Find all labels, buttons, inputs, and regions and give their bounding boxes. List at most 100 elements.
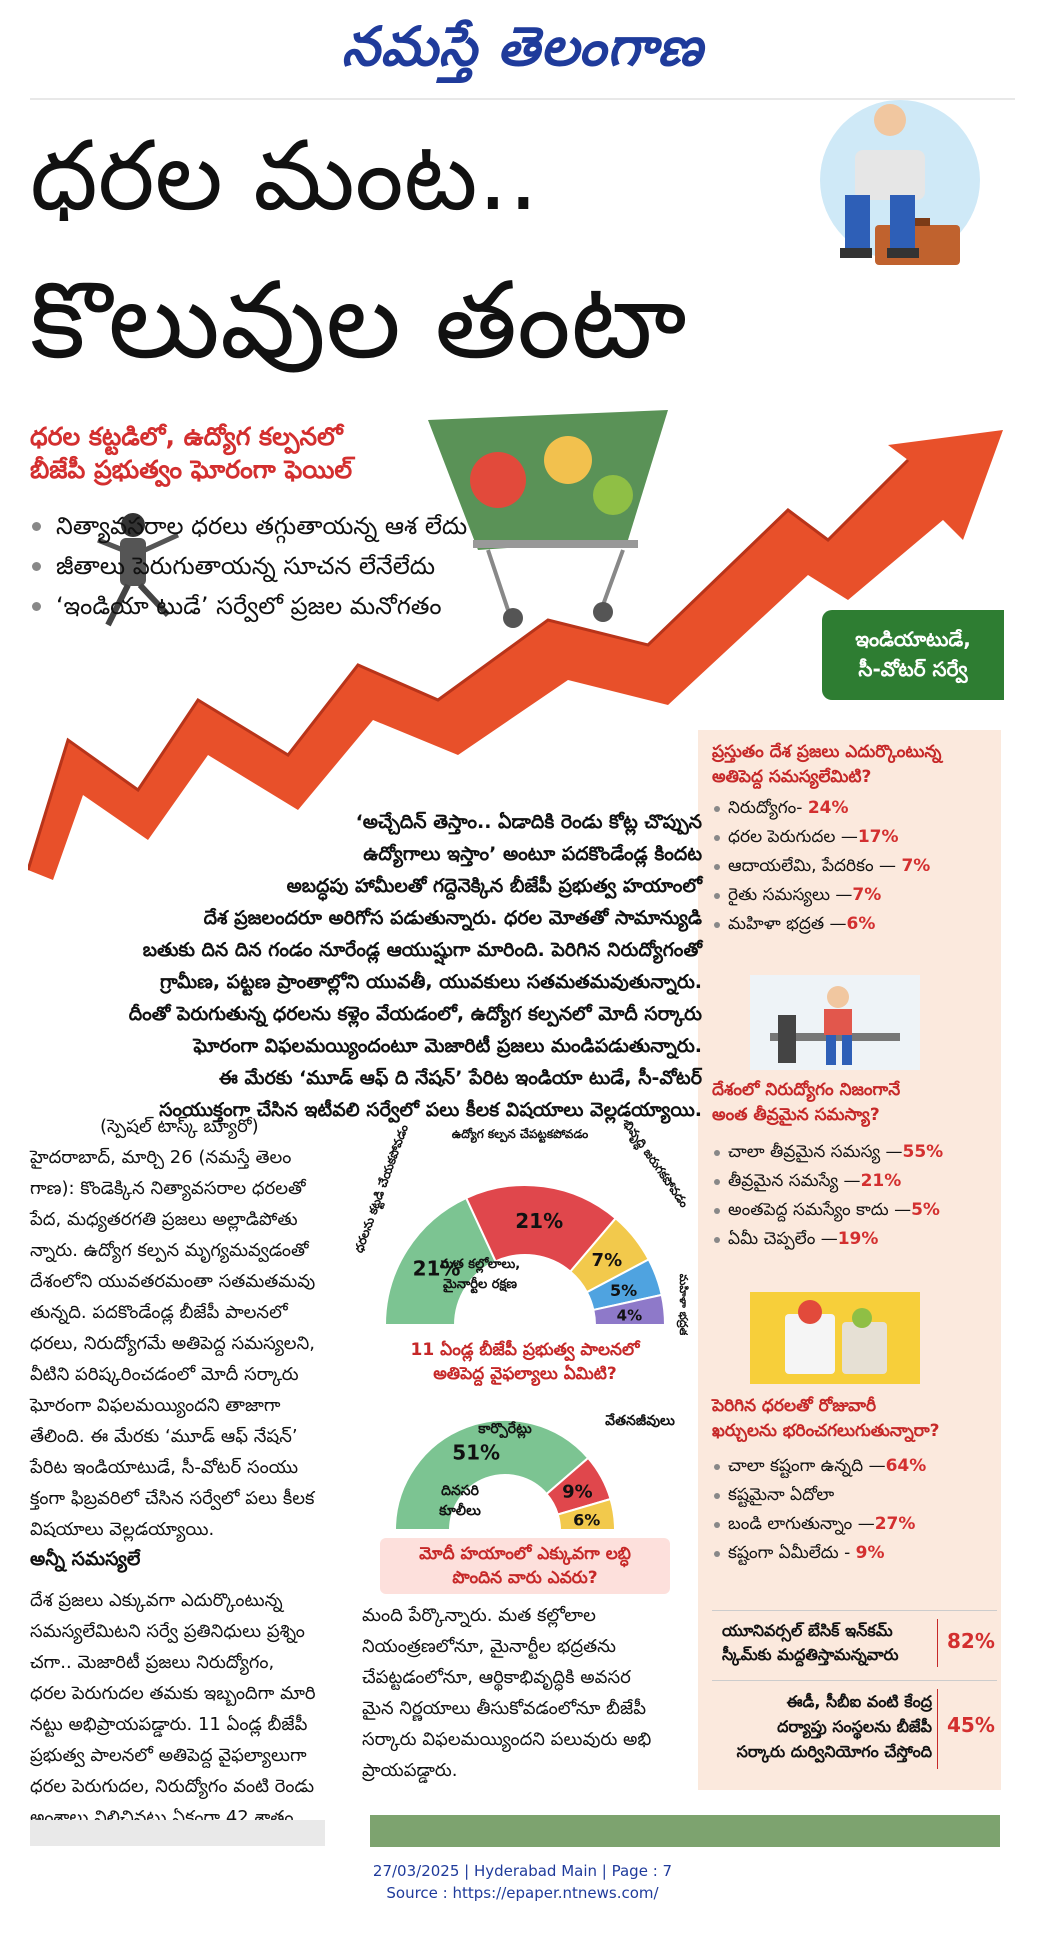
answer-label: కష్టమైనా ఏదోలా bbox=[728, 1485, 835, 1505]
answer-item-continued: బండి లాగుతున్నాం —27% bbox=[712, 1510, 997, 1539]
lead-line: సంయుక్తంగా చేసిన ఇటీవలి సర్వేలో పలు కీలక… bbox=[159, 1099, 702, 1121]
caption-line: మోదీ హయాంలో ఎక్కువగా లబ్ధి bbox=[419, 1544, 631, 1564]
body-line: ఘోరంగా విఫలమయ్యిందని తాజాగా bbox=[30, 1395, 281, 1416]
page-footer: 27/03/2025 | Hyderabad Main | Page : 7 S… bbox=[0, 1860, 1045, 1904]
chart-value-label: 4% bbox=[617, 1307, 642, 1325]
chart-category-label: ఉద్యోగ కల్పన చేపట్టకపోవడం bbox=[452, 1127, 589, 1143]
key-point: జీతాలు పెరుగుతాయన్న సూచన లేనేలేదు bbox=[30, 546, 467, 586]
headline-line1: ధరల మంట.. bbox=[30, 120, 539, 232]
lead-line: దీంతో పెరుగుతున్న ధరలను కళ్లెం వేయడంలో, … bbox=[128, 1003, 702, 1025]
article-body-col1: హైదరాబాద్, మార్చి 26 (నమస్తే తెలం గాణ): … bbox=[30, 1142, 345, 1545]
body-line: తున్నది. పదకొండేండ్ల బీజేపీ పాలనలో bbox=[30, 1302, 288, 1323]
answer-pct: 7% bbox=[901, 856, 931, 876]
chart-value-label: 6% bbox=[573, 1510, 600, 1529]
answer-label: మహిళా భద్రత — bbox=[728, 914, 847, 934]
stat-pct: 45% bbox=[947, 1713, 995, 1737]
question-heading: పెరిగిన ధరలతో రోజువారీ ఖర్చులను భరించగలు… bbox=[712, 1394, 997, 1444]
answer-list: చాలా కష్టంగా ఉన్నది —64% కష్టమైనా ఏదోలా … bbox=[712, 1452, 997, 1568]
lead-line: అబద్ధపు హామీలతో గద్దెనెక్కిన బీజేపీ ప్రభ… bbox=[286, 875, 702, 897]
headline-line2: కొలువుల తంటా bbox=[30, 259, 687, 382]
answer-label: నిరుద్యోగం- bbox=[728, 798, 803, 818]
body-line: హైదరాబాద్, మార్చి 26 (నమస్తే తెలం bbox=[30, 1147, 292, 1168]
lead-line: ఉద్యోగాలు ఇస్తాం’ అంటూ పదకొండేండ్ల కిందట bbox=[363, 843, 702, 865]
section-heading: అన్నీ సమస్యలే bbox=[30, 1548, 141, 1570]
chart-category-label: మైనార్టీల రక్షణ bbox=[443, 1276, 517, 1294]
badge-line2: సీ-వోటర్ సర్వే bbox=[858, 657, 968, 681]
answer-item: అంతపెద్ద సమస్యేం కాదు —5% bbox=[712, 1196, 997, 1225]
key-point: నిత్యావసరాల ధరలు తగ్గుతాయన్న ఆశ లేదు bbox=[30, 506, 467, 546]
answer-label: చాలా కష్టంగా ఉన్నది — bbox=[728, 1456, 886, 1476]
body-line: సర్కారు విఫలమయ్యిందని పలువురు అభి bbox=[362, 1729, 652, 1750]
chart-value-label: 21% bbox=[413, 1256, 461, 1280]
shopping-cart-icon bbox=[428, 410, 668, 628]
grocery-bags-illustration bbox=[750, 1292, 920, 1384]
stat-text: యూనివర్సల్ బేసిక్ ఇన్‌కమ్ స్కీమ్‌కు మద్ద… bbox=[722, 1619, 932, 1667]
masthead-divider bbox=[30, 98, 1015, 100]
answer-label: తీవ్రమైన సమస్యే — bbox=[728, 1171, 861, 1191]
body-line: నియంత్రణలోనూ, మైనార్టీల భద్రతను bbox=[362, 1636, 616, 1657]
newspaper-logo: నమస్తే తెలంగాణ bbox=[341, 14, 704, 78]
lead-paragraph: ‘అచ్చేదిన్ తెస్తాం.. ఏడాదికి రెండు కోట్ల… bbox=[62, 806, 702, 1126]
answer-list: నిరుద్యోగం- 24% ధరల పెరుగుదల —17% ఆదాయలే… bbox=[712, 794, 997, 939]
body-line: సమస్యలేమిటని సర్వే ప్రతినిధులు ప్రశ్నిం bbox=[30, 1621, 305, 1642]
answer-item: ఆదాయలేమి, పేదరికం — 7% bbox=[712, 852, 997, 881]
chart-segment bbox=[393, 1419, 590, 1530]
beneficiaries-semi-donut-chart: 51% 9% 6% కార్పొరేట్లు వేతనజీవులు దినసరి కూలీల… bbox=[393, 1413, 675, 1530]
body-line: ప్రభుత్వ పాలనలో అతిపెద్ద వైఫల్యాలుగా bbox=[30, 1745, 307, 1766]
survey-question-2: దేశంలో నిరుద్యోగం నిజంగానే అంత తీవ్రమైన … bbox=[712, 1078, 997, 1254]
chart-segment bbox=[383, 1196, 497, 1326]
chart-value-label: 51% bbox=[452, 1441, 500, 1465]
worried-man-illustration bbox=[820, 100, 980, 265]
divider bbox=[937, 1689, 938, 1769]
body-line: దేశ ప్రజలు ఎక్కువగా ఎదుర్కొంటున్న bbox=[30, 1590, 283, 1611]
failures-chart-caption: 11 ఏండ్ల బీజేపీ ప్రభుత్వ పాలనలో అతిపెద్ద… bbox=[360, 1338, 690, 1386]
answer-label: ఆదాయలేమి, పేదరికం — bbox=[728, 856, 897, 876]
survey-sidebar bbox=[698, 730, 1001, 1790]
caption-line: 11 ఏండ్ల బీజేపీ ప్రభుత్వ పాలనలో bbox=[410, 1340, 640, 1360]
subheadline: ధరల కట్టడిలో, ఉద్యోగ కల్పనలో బీజేపీ ప్రభ… bbox=[30, 420, 352, 486]
ubi-support-stat: యూనివర్సల్ బేసిక్ ఇన్‌కమ్ స్కీమ్‌కు మద్ద… bbox=[712, 1610, 997, 1672]
stat-line: దర్యాప్తు సంస్థలను బీజేపీ bbox=[777, 1717, 932, 1736]
subheadline-line2: బీజేపీ ప్రభుత్వం ఘోరంగా ఫెయిల్ bbox=[30, 455, 353, 484]
question-line: ఖర్చులను భరించగలుగుతున్నారా? bbox=[712, 1421, 940, 1441]
answer-label: అంతపెద్ద సమస్యేం కాదు — bbox=[728, 1200, 912, 1220]
stat-line: సర్కారు దుర్వినియోగం చేస్తోంది bbox=[736, 1742, 932, 1761]
body-line: మైన నిర్ణయాలు తీసుకోవడంలోనూ బీజేపీ bbox=[362, 1698, 646, 1719]
key-points-list: నిత్యావసరాల ధరలు తగ్గుతాయన్న ఆశ లేదు జీత… bbox=[30, 506, 467, 626]
footer-source-link[interactable]: Source : https://epaper.ntnews.com/ bbox=[386, 1884, 659, 1902]
answer-label: బండి లాగుతున్నాం — bbox=[728, 1514, 875, 1534]
answer-item: ధరల పెరుగుదల —17% bbox=[712, 823, 997, 852]
chart-value-label: 21% bbox=[515, 1209, 563, 1233]
answer-item: ఏమీ చెప్పలేం —19% bbox=[712, 1225, 997, 1254]
answer-item: తీవ్రమైన సమస్యే —21% bbox=[712, 1167, 997, 1196]
unemployed-man-illustration bbox=[750, 975, 920, 1070]
badge-line1: ఇండియాటుడే, bbox=[855, 627, 971, 651]
answer-item: మహిళా భద్రత —6% bbox=[712, 910, 997, 939]
body-line: వీటిని పరిష్కరించడంలో మోదీ సర్కారు bbox=[30, 1364, 299, 1385]
subheadline-line1: ధరల కట్టడిలో, ఉద్యోగ కల్పనలో bbox=[30, 422, 343, 451]
chart-segment bbox=[556, 1497, 617, 1530]
answer-label: ఏమీ చెప్పలేం — bbox=[728, 1229, 838, 1249]
question-line: అతిపెద్ద సమస్యలేమిటి? bbox=[712, 767, 872, 787]
body-line: పేరిట ఇండియాటుడే, సీ-వోటర్ సంయు bbox=[30, 1457, 299, 1478]
chart-segment bbox=[464, 1184, 618, 1274]
answer-pct: 64% bbox=[885, 1456, 927, 1476]
rising-price-arrow-illustration bbox=[28, 410, 1003, 880]
lead-line: ‘అచ్చేదిన్ తెస్తాం.. ఏడాదికి రెండు కోట్ల… bbox=[355, 811, 702, 833]
next-article-photo bbox=[370, 1815, 1000, 1847]
lead-line: ఘోరంగా విఫలమయ్యిందంటూ మెజారిటీ ప్రజలు మం… bbox=[193, 1035, 702, 1057]
body-line: ధరల పెరుగుదల, నిరుద్యోగం వంటి రెండు bbox=[30, 1776, 315, 1797]
body-line: న్నారు. ఉద్యోగ కల్పన మృగ్యమవ్వడంతో bbox=[30, 1240, 309, 1261]
body-line: ధరలు, నిరుద్యోగమే అతిపెద్ద సమస్యలని, bbox=[30, 1333, 315, 1354]
survey-question-3: పెరిగిన ధరలతో రోజువారీ ఖర్చులను భరించగలు… bbox=[712, 1394, 997, 1568]
answer-item: నిరుద్యోగం- 24% bbox=[712, 794, 997, 823]
answer-label: కష్టంగా ఏమీలేదు - bbox=[728, 1543, 851, 1563]
answer-item: రైతు సమస్యలు —7% bbox=[712, 881, 997, 910]
body-line: క్తంగా ఫిబ్రవరిలో చేసిన సర్వేలో పలు కీలక bbox=[30, 1488, 315, 1509]
footer-edition-info: 27/03/2025 | Hyderabad Main | Page : 7 bbox=[372, 1862, 673, 1880]
answer-pct: 9% bbox=[855, 1543, 885, 1563]
chart-value-label: 7% bbox=[592, 1250, 623, 1271]
answer-item: చాలా తీవ్రమైన సమస్య —55% bbox=[712, 1138, 997, 1167]
lead-line: దేశ ప్రజలందరూ అరిగోస పడుతున్నారు. ధరల మో… bbox=[203, 907, 702, 929]
stat-text: ఈడీ, సీబీఐ వంటి కేంద్ర దర్యాప్తు సంస్థలన… bbox=[722, 1689, 932, 1764]
